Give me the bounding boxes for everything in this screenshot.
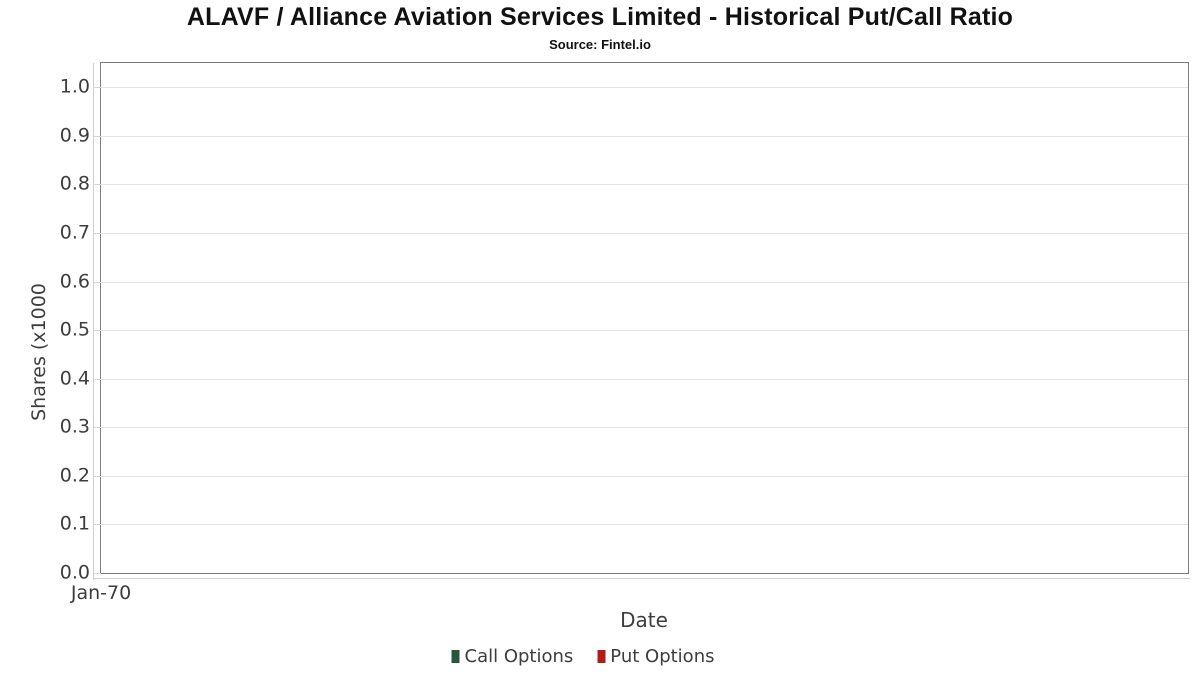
y-tick-mark <box>94 135 101 137</box>
y-tick-label: 0.6 <box>59 270 90 293</box>
y-tick-label: 0.3 <box>59 415 90 438</box>
y-tick-label: 0.7 <box>59 221 90 244</box>
y-tick-label: 0.2 <box>59 464 90 487</box>
y-tick-mark <box>94 281 101 283</box>
y-tick-mark <box>94 378 101 380</box>
chart-subtitle: Source: Fintel.io <box>549 37 651 52</box>
y-tick-mark <box>94 475 101 477</box>
chart-title: ALAVF / Alliance Aviation Services Limit… <box>186 3 1014 31</box>
gridline <box>101 427 1188 429</box>
gridline <box>101 135 1188 137</box>
y-axis-label: Shares (x1000 <box>28 283 50 421</box>
y-tick-mark <box>94 87 101 89</box>
y-tick-label: 0.9 <box>59 124 90 147</box>
y-tick-label: 1.0 <box>59 75 90 98</box>
x-axis-label: Date <box>620 608 668 632</box>
legend-label-put-options: Put Options <box>610 646 715 667</box>
legend-item-call-options[interactable]: Call Options <box>451 646 574 667</box>
put-options-swatch-icon <box>597 650 606 663</box>
legend-item-put-options[interactable]: Put Options <box>597 646 714 667</box>
gridline <box>101 184 1188 186</box>
gridline <box>101 87 1188 89</box>
y-tick-mark <box>94 184 101 186</box>
call-options-swatch-icon <box>451 650 460 663</box>
gridline <box>101 475 1188 477</box>
y-tick-mark <box>94 427 101 429</box>
y-tick-label: 0.4 <box>59 367 90 390</box>
y-tick-mark <box>94 524 101 526</box>
y-tick-label: 0.8 <box>59 172 90 195</box>
x-axis-line <box>93 578 1190 579</box>
plot-area: Jan-70 0.0 0.1 0.2 0.3 0.4 0.5 0.6 0.7 0.8 0.9 1.0 <box>60 62 1190 604</box>
gridline <box>101 330 1188 332</box>
y-tick-label: 0.0 <box>59 561 90 584</box>
y-axis-line <box>93 63 94 580</box>
gridline <box>101 378 1188 380</box>
chart-legend: Call Options Put Options <box>451 646 714 667</box>
gridline <box>101 233 1188 234</box>
gridline <box>101 281 1188 283</box>
y-tick-mark <box>94 573 101 574</box>
x-tick-label: Jan-70 <box>70 582 132 604</box>
gridline <box>101 524 1188 526</box>
y-tick-label: 0.5 <box>59 318 90 341</box>
y-tick-mark <box>94 233 101 234</box>
y-tick-mark <box>94 330 101 332</box>
y-tick-label: 0.1 <box>59 512 90 535</box>
legend-label-call-options: Call Options <box>464 646 574 667</box>
